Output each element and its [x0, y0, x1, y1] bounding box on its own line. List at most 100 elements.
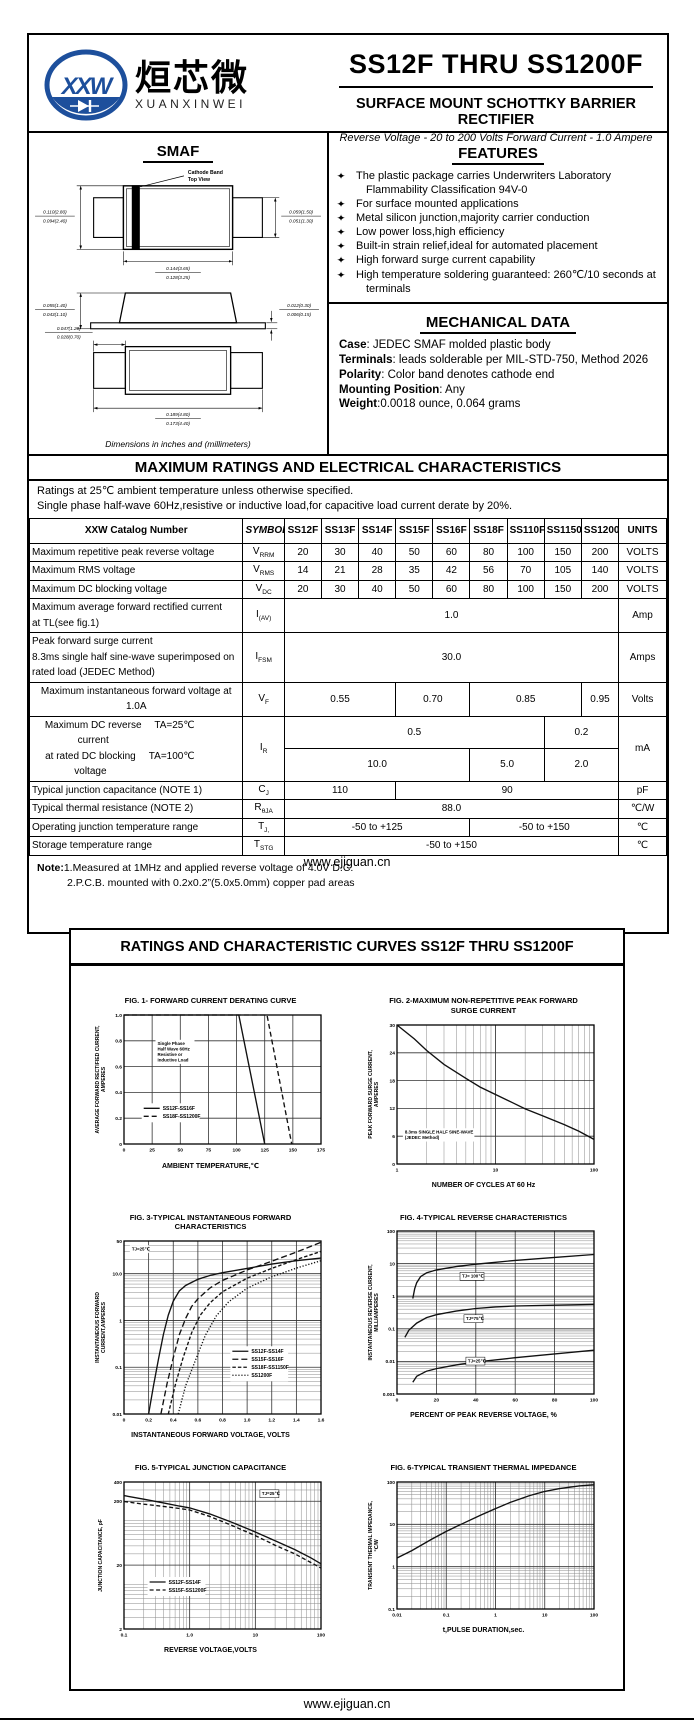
svg-text:1: 1	[494, 1612, 497, 1618]
tagline: Reverse Voltage - 20 to 200 Volts Forwar…	[339, 132, 653, 144]
bottom-view	[93, 345, 263, 395]
svg-text:0.028(0.70): 0.028(0.70)	[57, 335, 81, 340]
symbol-cell: RθJA	[242, 799, 285, 819]
side-view	[90, 292, 266, 330]
table-row: Maximum DC blocking voltage VDC 20 30 40 50 60…	[28, 579, 667, 600]
svg-text:0.094(2.40): 0.094(2.40)	[43, 219, 67, 224]
svg-text:0.043(1.10): 0.043(1.10)	[43, 312, 67, 317]
svg-text:100: 100	[232, 1147, 240, 1153]
mech-entry: Case: JEDEC SMAF molded plastic body	[339, 338, 551, 351]
table-row: Maximum average forward rectified curren…	[28, 598, 667, 634]
svg-text:Single Phase: Single Phase	[157, 1041, 185, 1046]
svg-text:0.6: 0.6	[194, 1418, 201, 1424]
value-cell: 30	[320, 579, 360, 600]
svg-text:18: 18	[389, 1078, 395, 1084]
svg-text:100: 100	[316, 1632, 324, 1638]
svg-text:1: 1	[392, 1294, 395, 1300]
table-row: 10.0 5.0 2.0	[30, 748, 667, 782]
svg-text:INSTANTANEOUS REVERSE CURRENT,: INSTANTANEOUS REVERSE CURRENT,	[368, 1264, 374, 1361]
fig5-title: FIG. 5-TYPICAL JUNCTION CAPACITANCE	[134, 1463, 287, 1472]
brand-name-cn: 烜芯微	[135, 57, 250, 98]
value-cell: 2.0	[543, 748, 620, 782]
svg-text:0.059(1.50): 0.059(1.50)	[289, 210, 313, 215]
fig4-title: FIG. 4-TYPICAL REVERSE CHARACTERISTICS	[400, 1212, 567, 1222]
svg-text:100: 100	[589, 1398, 597, 1404]
svg-text:10.0: 10.0	[112, 1271, 122, 1277]
feature-item: ✦ The plastic package carries Underwriter…	[336, 170, 611, 197]
value-cell: 0.85	[469, 681, 582, 717]
symbol-cell: IFSM	[242, 632, 285, 683]
xxw-text: XXW	[60, 73, 115, 100]
svg-text:0.001: 0.001	[382, 1392, 395, 1398]
value-cell: 0.5	[283, 715, 545, 750]
row-label: Operating junction temperature range	[28, 817, 244, 838]
svg-text:TJ=25℃: TJ=25℃	[467, 1359, 486, 1364]
fig2-title: FIG. 2-MAXIMUM NON-REPETITIVE PEAK FORWA…	[389, 996, 578, 1015]
svg-text:0.2: 0.2	[145, 1418, 152, 1424]
svg-text:0.006(0.15): 0.006(0.15)	[287, 312, 311, 317]
svg-text:0.012(0.30): 0.012(0.30)	[287, 303, 311, 308]
svg-text:INSTANTANEOUS FORWARD: INSTANTANEOUS FORWARD	[95, 1292, 101, 1363]
value-cell: 110	[283, 780, 397, 801]
dimension-lines	[76, 185, 280, 413]
svg-text:60: 60	[512, 1398, 518, 1404]
svg-text:0.8: 0.8	[115, 1038, 122, 1044]
mech-entry: Mounting Position: Any	[339, 383, 465, 396]
value-cell: 10.0	[283, 748, 471, 782]
svg-text:10: 10	[252, 1632, 258, 1638]
units-cell: Amps	[618, 632, 667, 683]
svg-text:0.4: 0.4	[169, 1418, 176, 1424]
mech-entry: Polarity: Color band denotes cathode end	[339, 368, 555, 381]
value-cell: 90	[395, 780, 620, 801]
units-cell: Volts	[618, 681, 667, 717]
value-cell: 1.0	[283, 598, 620, 634]
column-header: SS13F	[320, 517, 360, 544]
units-cell: ℃	[618, 836, 667, 856]
svg-text:0.01: 0.01	[392, 1612, 402, 1618]
figures-grid: FIG. 1- FORWARD CURRENT DERATING CURVE 0 2…	[71, 966, 623, 1664]
svg-text:0: 0	[392, 1161, 395, 1167]
value-cell: 200	[580, 579, 620, 600]
value-cell: 140	[580, 561, 620, 581]
symbol-cell: VRMS	[242, 561, 285, 581]
svg-text:SS1200F: SS1200F	[251, 1373, 272, 1379]
value-cell: -50 to +125	[283, 817, 471, 838]
svg-text:10: 10	[542, 1612, 548, 1618]
xxw-emblem-icon: XXW	[44, 49, 128, 121]
svg-text:24: 24	[389, 1050, 395, 1056]
curves-heading: RATINGS AND CHARACTERISTIC CURVES SS12F …	[71, 930, 623, 966]
svg-text:1.4: 1.4	[292, 1418, 299, 1424]
value-cell: 200	[580, 542, 620, 563]
units-cell: VOLTS	[618, 542, 667, 563]
value-cell: 50	[395, 579, 434, 600]
brand-logo: XXW 烜芯微 XUANXINWEI	[43, 45, 333, 125]
units-cell: ℃/W	[618, 799, 667, 819]
value-cell: 105	[543, 561, 582, 581]
value-cell: 0.70	[395, 681, 471, 717]
svg-text:2: 2	[119, 1627, 122, 1633]
units-cell: ℃	[618, 817, 667, 838]
package-panel: SMAF Cathode Band Top View	[29, 133, 329, 454]
column-header: SS1200F	[580, 517, 620, 544]
svg-text:0.1: 0.1	[115, 1365, 122, 1371]
svg-text:10: 10	[389, 1522, 395, 1528]
ratings-table: XXW Catalog NumberSYMBOLSSS12FSS13FSS14F…	[28, 517, 667, 856]
mechanical-data-section: MECHANICAL DATA Case: JEDEC SMAF molded …	[329, 304, 667, 446]
svg-text:40: 40	[473, 1398, 479, 1404]
svg-text:20: 20	[116, 1563, 122, 1569]
website-footer-1: www.ejiguan.cn	[303, 855, 391, 869]
top-view	[93, 175, 263, 251]
column-header: UNITS	[618, 517, 667, 544]
brand-name-en: XUANXINWEI	[135, 97, 247, 111]
symbol-cell: VF	[242, 681, 285, 717]
svg-text:SS12F-SS16F: SS12F-SS16F	[162, 1106, 194, 1112]
value-cell: 30	[320, 542, 360, 563]
value-cell: 35	[395, 561, 434, 581]
column-header: SS14F	[358, 517, 397, 544]
svg-text:JUNCTION CAPACITANCE, pF: JUNCTION CAPACITANCE, pF	[98, 1519, 104, 1592]
svg-text:0.128(3.25): 0.128(3.25)	[166, 275, 190, 280]
svg-text:CURRENT,AMPERES: CURRENT,AMPERES	[101, 1301, 107, 1353]
fig1-title: FIG. 1- FORWARD CURRENT DERATING CURVE	[124, 996, 297, 1005]
value-cell: 40	[358, 542, 397, 563]
svg-text:0.1: 0.1	[120, 1632, 127, 1638]
